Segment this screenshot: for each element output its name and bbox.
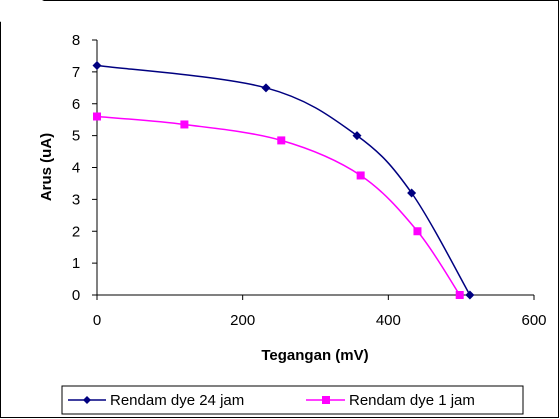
- data-point: [455, 291, 464, 299]
- y-tick-label: 0: [72, 287, 80, 304]
- x-tick-label: 600: [521, 312, 546, 329]
- y-tick-label: 3: [72, 191, 80, 208]
- data-point: [352, 131, 362, 141]
- y-tick-label: 1: [72, 255, 80, 272]
- data-point: [413, 227, 422, 236]
- y-axis-title: Arus (uA): [38, 133, 55, 201]
- legend-label-series-1: Rendam dye 24 jam: [110, 392, 244, 409]
- corner-decoration: [0, 0, 44, 22]
- y-tick-label: 2: [72, 223, 80, 240]
- data-point: [261, 83, 271, 93]
- y-tick-label: 4: [72, 160, 80, 177]
- y-tick-label: 7: [72, 64, 80, 81]
- data-point: [93, 112, 101, 121]
- x-tick-label: 200: [230, 312, 255, 329]
- x-tick-label: 400: [376, 312, 401, 329]
- legend-marker-series-1: [83, 396, 91, 404]
- series-layer: [92, 61, 475, 300]
- y-tick-label: 6: [72, 96, 80, 113]
- y-tick-label: 8: [72, 32, 80, 49]
- series-line-1: [96, 64, 471, 296]
- y-tick-label: 5: [72, 128, 80, 145]
- data-point: [407, 188, 417, 198]
- data-point: [356, 171, 365, 180]
- legend-box: [61, 385, 524, 415]
- ticks: 0 1 2 3 4 5 6 7 8 0 200 400 600: [72, 32, 547, 329]
- x-tick-label: 0: [93, 312, 101, 329]
- data-point: [180, 120, 189, 129]
- legend: Rendam dye 24 jam Rendam dye 1 jam: [61, 385, 524, 415]
- legend-label-series-2: Rendam dye 1 jam: [349, 392, 475, 409]
- legend-marker-series-2: [322, 396, 330, 404]
- x-axis-title: Tegangan (mV): [261, 347, 368, 364]
- data-point: [277, 136, 286, 145]
- data-point: [92, 61, 102, 70]
- data-point: [465, 290, 475, 300]
